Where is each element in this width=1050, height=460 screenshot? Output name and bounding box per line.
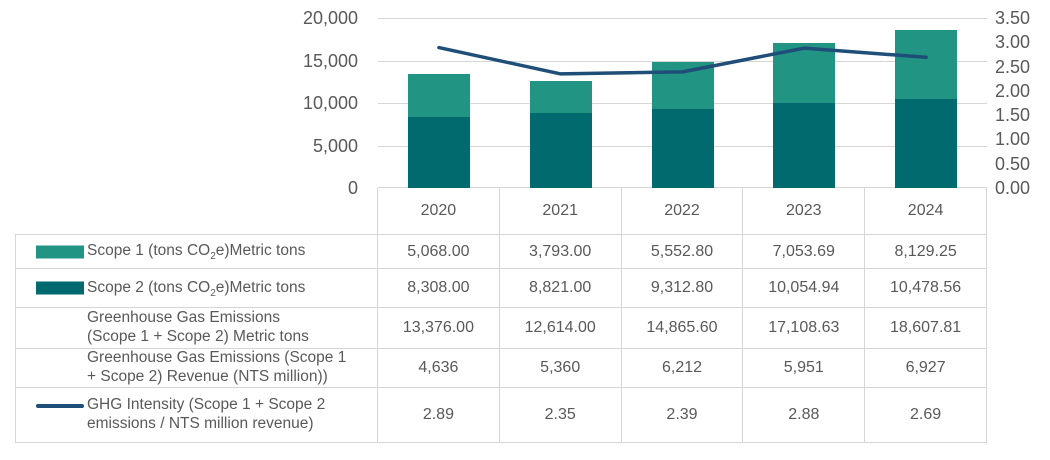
- right-axis-tick-label: 1.50: [995, 105, 1031, 125]
- year-header-2022: 2022: [621, 188, 744, 235]
- legend-label-scope1: Scope 1 (tons CO2e)Metric tons: [15, 235, 378, 269]
- revenue-value-2020: 4,636: [378, 349, 500, 388]
- intensity-value-2021: 2.35: [499, 388, 622, 443]
- scope2-label: Scope 2 (tons CO2e)Metric tons: [87, 278, 306, 299]
- scope2-value-2020: 8,308.00: [378, 269, 500, 308]
- right-axis-tick-label: 3.00: [995, 32, 1031, 52]
- total-ghg-value-2024: 18,607.81: [865, 308, 987, 349]
- left-axis-tick-label: 15,000: [302, 51, 358, 71]
- intensity-value-2023: 2.88: [743, 388, 866, 443]
- row-label-total-ghg: Greenhouse Gas Emissions (Scope 1 + Scop…: [15, 308, 378, 349]
- scope1-legend-swatch: [36, 245, 84, 258]
- total-ghg-value-2022: 14,865.60: [621, 308, 744, 349]
- bar-scope2-2020: [408, 117, 470, 188]
- legend-label-ghg-intensity: GHG Intensity (Scope 1 + Scope 2 emissio…: [15, 388, 378, 443]
- scope2-value-2024: 10,478.56: [865, 269, 987, 308]
- year-header-2023: 2023: [743, 188, 866, 235]
- ghg-data-table: 2020 2021 2022 2023 2024 Scope 1 (tons C…: [15, 188, 987, 443]
- table-corner-spacer: [15, 188, 378, 235]
- scope2-value-2022: 9,312.80: [621, 269, 744, 308]
- left-axis-tick-label: 10,000: [302, 93, 358, 113]
- right-axis-tick-label: 3.50: [995, 8, 1031, 28]
- ghg-intensity-label: GHG Intensity (Scope 1 + Scope 2 emissio…: [87, 396, 326, 432]
- intensity-value-2024: 2.69: [865, 388, 987, 443]
- revenue-value-2023: 5,951: [743, 349, 866, 388]
- ghg-intensity-legend-line: [36, 404, 84, 408]
- scope2-value-2021: 8,821.00: [499, 269, 622, 308]
- row-label-revenue: Greenhouse Gas Emissions (Scope 1 + Scop…: [15, 349, 378, 388]
- scope2-value-2023: 10,054.94: [743, 269, 866, 308]
- total-ghg-label: Greenhouse Gas Emissions (Scope 1 + Scop…: [87, 309, 309, 345]
- intensity-value-2022: 2.39: [621, 388, 744, 443]
- scope1-value-2022: 5,552.80: [621, 235, 744, 269]
- bar-scope2-2023: [773, 103, 835, 188]
- revenue-label: Greenhouse Gas Emissions (Scope 1 + Scop…: [87, 349, 347, 385]
- scope1-value-2021: 3,793.00: [499, 235, 622, 269]
- bar-scope1-2021: [530, 81, 592, 113]
- right-axis-tick-label: 2.50: [995, 57, 1031, 77]
- right-axis-tick-label: 0.00: [995, 178, 1031, 198]
- gridline: [378, 18, 987, 19]
- total-ghg-value-2020: 13,376.00: [378, 308, 500, 349]
- year-header-2020: 2020: [378, 188, 500, 235]
- scope2-legend-swatch: [36, 281, 84, 295]
- right-axis-tick-label: 1.00: [995, 129, 1031, 149]
- ghg-intensity-line: [437, 45, 928, 76]
- left-axis-tick-label: 0: [347, 178, 358, 198]
- right-axis-tick-label: 0.50: [995, 154, 1031, 174]
- bar-scope1-2022: [652, 62, 714, 109]
- revenue-value-2024: 6,927: [865, 349, 987, 388]
- bar-scope2-2022: [652, 109, 714, 188]
- revenue-value-2021: 5,360: [499, 349, 622, 388]
- year-header-2021: 2021: [499, 188, 622, 235]
- chart-plot-area: [378, 18, 987, 188]
- scope1-value-2024: 8,129.25: [865, 235, 987, 269]
- total-ghg-value-2023: 17,108.63: [743, 308, 866, 349]
- scope1-value-2020: 5,068.00: [378, 235, 500, 269]
- bar-scope1-2024: [895, 30, 957, 99]
- gridline: [378, 61, 987, 62]
- total-ghg-value-2021: 12,614.00: [499, 308, 622, 349]
- year-header-2024: 2024: [865, 188, 987, 235]
- left-axis-tick-label: 5,000: [312, 136, 358, 156]
- intensity-value-2020: 2.89: [378, 388, 500, 443]
- right-axis-tick-label: 2.00: [995, 81, 1031, 101]
- legend-label-scope2: Scope 2 (tons CO2e)Metric tons: [15, 269, 378, 308]
- scope1-label: Scope 1 (tons CO2e)Metric tons: [87, 242, 306, 263]
- bar-scope2-2021: [530, 113, 592, 188]
- revenue-value-2022: 6,212: [621, 349, 744, 388]
- bar-scope1-2020: [408, 74, 470, 117]
- scope1-value-2023: 7,053.69: [743, 235, 866, 269]
- left-axis-tick-label: 20,000: [302, 8, 358, 28]
- bar-scope2-2024: [895, 99, 957, 188]
- ghg-intensity-polyline: [437, 45, 928, 76]
